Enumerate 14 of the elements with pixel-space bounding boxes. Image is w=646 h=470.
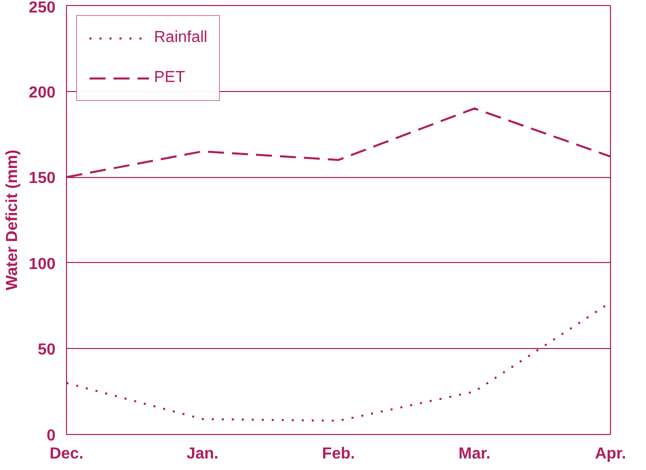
y-tick-label: 200 bbox=[28, 84, 56, 102]
legend-label: Rainfall bbox=[154, 29, 208, 47]
y-tick-label: 0 bbox=[46, 428, 56, 444]
y-tick-label: 100 bbox=[28, 256, 56, 273]
x-tick-label: Mar. bbox=[458, 446, 491, 462]
y-axis-title: Water Deficit (mm) bbox=[4, 150, 21, 290]
x-tick-label: Jan. bbox=[186, 446, 219, 462]
y-tick-label: 250 bbox=[28, 0, 56, 16]
x-tick-label: Feb. bbox=[322, 446, 355, 462]
legend-label: PET bbox=[154, 69, 186, 87]
x-tick-label: Apr. bbox=[594, 446, 626, 462]
y-tick-label: 150 bbox=[28, 170, 56, 188]
x-tick-label: Dec. bbox=[50, 446, 84, 462]
y-tick-label: 50 bbox=[38, 342, 56, 359]
